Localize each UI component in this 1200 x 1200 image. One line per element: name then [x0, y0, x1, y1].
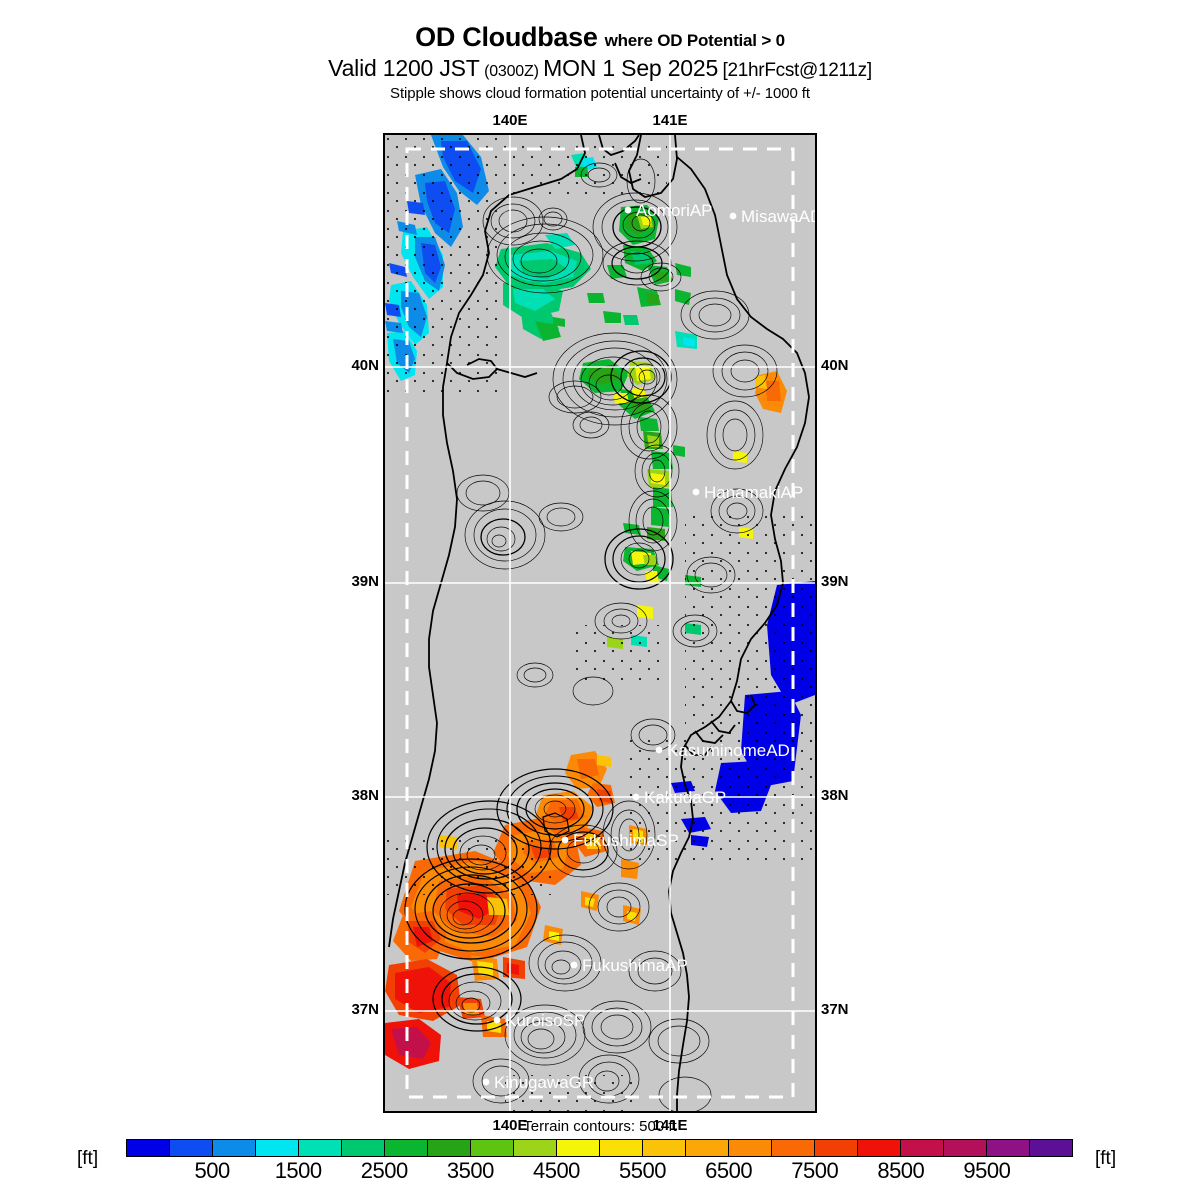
- colorbar[interactable]: [126, 1139, 1073, 1157]
- lat-label-right-0: 40N: [821, 357, 849, 374]
- domain-box: [405, 147, 795, 1099]
- colorbar-cell-7: [428, 1140, 471, 1156]
- lon-label-top-1: 141E: [652, 112, 688, 129]
- colorbar-cell-12: [643, 1140, 686, 1156]
- colorbar-cell-17: [858, 1140, 901, 1156]
- title-line-valid: Valid 1200 JST (0300Z) MON 1 Sep 2025 [2…: [0, 55, 1200, 81]
- colorbar-cell-0: [127, 1140, 170, 1156]
- colorbar-tick-5500: 5500: [619, 1158, 667, 1183]
- colorbar-cell-14: [729, 1140, 772, 1156]
- colorbar-cell-6: [385, 1140, 428, 1156]
- station-label-kakudagp: KakudaGP: [644, 788, 726, 807]
- station-marker-kuroisosp[interactable]: [493, 1016, 501, 1024]
- terrain-contour-note: Terrain contours: 500 ft: [523, 1118, 677, 1135]
- colorbar-cell-9: [514, 1140, 557, 1156]
- station-label-misawaad: MisawaAD: [741, 207, 815, 226]
- lat-label-right-2: 38N: [821, 787, 849, 804]
- colorbar-cell-13: [686, 1140, 729, 1156]
- lon-label-top-0: 140E: [492, 112, 528, 129]
- colorbar-cell-10: [557, 1140, 600, 1156]
- title-condition: where OD Potential > 0: [604, 31, 785, 50]
- colorbar-cell-5: [342, 1140, 385, 1156]
- station-marker-hanamakiap[interactable]: [692, 488, 700, 496]
- station-label-kinugawagr: KinugawaGR: [494, 1073, 594, 1092]
- colorbar-tick-4500: 4500: [532, 1158, 580, 1183]
- colorbar-cell-21: [1030, 1140, 1072, 1156]
- title-block: OD Cloudbase where OD Potential > 0 Valid…: [0, 0, 1200, 102]
- colorbar-cell-15: [772, 1140, 815, 1156]
- station-marker-misawaad[interactable]: [729, 212, 737, 220]
- station-label-fukushimasp: FukushimaSP: [573, 831, 679, 850]
- station-layer[interactable]: AomoriAP MisawaAD HanamakiAP KasuminomeAD Ka…: [482, 201, 815, 1092]
- title-subtitle: Stipple shows cloud formation potential …: [390, 85, 810, 102]
- lat-label-right-3: 37N: [821, 1001, 849, 1018]
- colorbar-tick-2500: 2500: [360, 1158, 408, 1183]
- title-line-primary: OD Cloudbase where OD Potential > 0: [0, 24, 1200, 51]
- colorbar-cell-4: [299, 1140, 342, 1156]
- station-marker-fukushimasp[interactable]: [561, 836, 569, 844]
- valid-time: Valid 1200 JST: [328, 55, 480, 81]
- colorbar-unit-right: [ft]: [1095, 1148, 1117, 1169]
- colorbar-tick-7500: 7500: [791, 1158, 839, 1183]
- lat-label-left-3: 37N: [351, 1001, 379, 1018]
- station-marker-kakudagp[interactable]: [632, 793, 640, 801]
- colorbar-ticks: 500 1500 2500 3500 4500 5500 6500 7500 8500 9500: [126, 1158, 1073, 1186]
- valid-date: MON 1 Sep 2025: [543, 55, 719, 81]
- station-label-fukushimaap: FukushimaAP: [582, 956, 688, 975]
- station-marker-kinugawagr[interactable]: [482, 1078, 490, 1086]
- colorbar-cell-20: [987, 1140, 1030, 1156]
- lat-label-left-0: 40N: [351, 357, 379, 374]
- forecast-info: [21hrFcst@1211z]: [722, 60, 873, 81]
- colorbar-unit-left: [ft]: [77, 1148, 99, 1169]
- colorbar-cell-1: [170, 1140, 213, 1156]
- colorbar-cell-16: [815, 1140, 858, 1156]
- map-plot-area[interactable]: AomoriAP MisawaAD HanamakiAP KasuminomeAD Ka…: [383, 133, 817, 1113]
- colorbar-tick-1500: 1500: [274, 1158, 322, 1183]
- lat-label-right-1: 39N: [821, 573, 849, 590]
- colorbar-cell-19: [944, 1140, 987, 1156]
- page-title: OD Cloudbase: [415, 22, 598, 52]
- colorbar-cell-8: [471, 1140, 514, 1156]
- station-marker-fukushimaap[interactable]: [570, 961, 578, 969]
- lat-label-left-1: 39N: [351, 573, 379, 590]
- lat-label-left-2: 38N: [351, 787, 379, 804]
- valid-time-z: (0300Z): [484, 63, 539, 80]
- station-label-hanamakiap: HanamakiAP: [704, 483, 803, 502]
- colorbar-cell-3: [256, 1140, 299, 1156]
- station-label-kuroisosp: KuroisoSP: [505, 1011, 585, 1030]
- station-label-aomoriap: AomoriAP: [636, 201, 713, 220]
- station-label-kasuminomead: KasuminomeAD: [667, 741, 790, 760]
- colorbar-cell-18: [901, 1140, 944, 1156]
- colorbar-tick-500: 500: [194, 1158, 230, 1183]
- colorbar-tick-8500: 8500: [877, 1158, 925, 1183]
- station-marker-kasuminomead[interactable]: [655, 746, 663, 754]
- gridline-layer: [385, 135, 815, 1111]
- lon-label-bottom-0: 140E: [492, 1117, 528, 1134]
- map-svg: AomoriAP MisawaAD HanamakiAP KasuminomeAD Ka…: [385, 135, 815, 1111]
- shade-shirakami-green: [495, 153, 597, 341]
- colorbar-tick-3500: 3500: [446, 1158, 494, 1183]
- station-marker-aomoriap[interactable]: [624, 206, 632, 214]
- colorbar-tick-6500: 6500: [705, 1158, 753, 1183]
- lon-label-bottom-1: 141E: [652, 1117, 688, 1134]
- colorbar-tick-9500: 9500: [963, 1158, 1011, 1183]
- colorbar-cell-11: [600, 1140, 643, 1156]
- colorbar-cell-2: [213, 1140, 256, 1156]
